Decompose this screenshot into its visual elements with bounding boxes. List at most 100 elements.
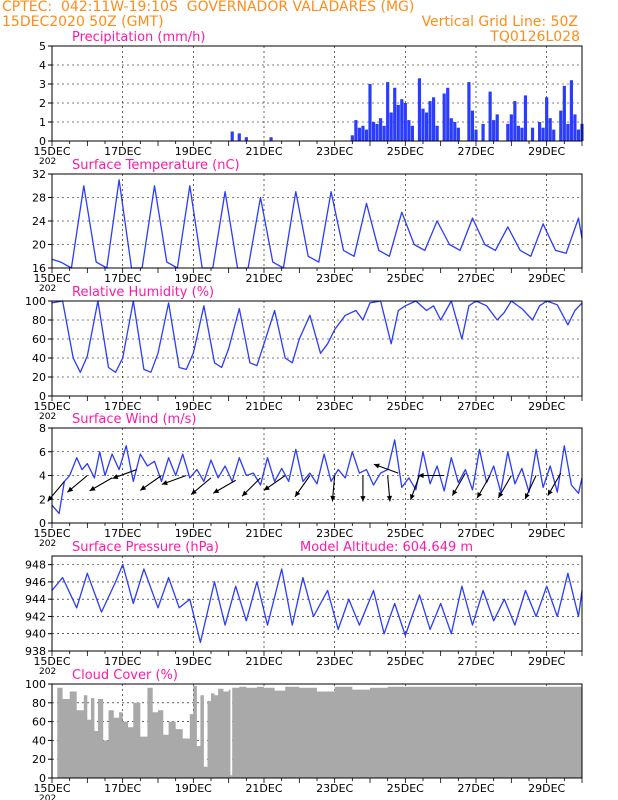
precip-bar — [552, 129, 556, 141]
wind-vector — [161, 474, 187, 485]
precip-bar — [446, 87, 450, 141]
wind-vector — [360, 475, 366, 502]
x-tick-label: 17DEC — [104, 272, 141, 285]
x-tick-label: 15DEC — [33, 655, 70, 668]
panel-title: Precipitation (mm/h) — [72, 30, 205, 45]
y-tick-label: 938 — [25, 645, 46, 658]
wind-vector-head — [263, 485, 270, 491]
run-date: 15DEC2020 50Z (GMT) — [2, 14, 164, 30]
x-tick-label: 27DEC — [457, 655, 494, 668]
wind-vector — [330, 475, 336, 502]
y-tick-label: 60 — [32, 716, 46, 729]
wind-vector-head — [373, 463, 380, 469]
wind-vector-head — [452, 489, 458, 496]
panel-title: Surface Wind (m/s) — [72, 412, 196, 427]
panel-pressure: 938 940 942 944 946 948 15DEC 17DEC 19DEC 21DEC 23… — [25, 540, 583, 677]
precip-bar — [548, 118, 552, 141]
y-tick-label: 940 — [25, 628, 46, 641]
y-tick-label: 2 — [39, 493, 46, 506]
precip-bar — [492, 120, 496, 141]
panel-temp: 16 20 24 28 32 15DEC 17DEC 19DEC 21DEC 23DEC 25DEC… — [32, 158, 583, 294]
y-tick-label: 40 — [32, 352, 46, 365]
wind-vector — [476, 475, 491, 499]
x-tick-label: 29DEC — [528, 782, 565, 795]
x-tick-label: 29DEC — [528, 272, 565, 285]
y-tick-label: 946 — [25, 576, 46, 589]
precip-bar — [488, 91, 492, 141]
precip-bar — [530, 127, 535, 141]
y-tick-label: 2 — [39, 97, 46, 110]
precip-bar — [435, 125, 439, 141]
wind-vector-head — [67, 486, 74, 493]
x-tick-label: 15DEC — [33, 272, 70, 285]
x-tick-label: 29DEC — [528, 145, 565, 158]
x-tick-label: 17DEC — [104, 527, 141, 540]
precip-bar — [509, 114, 513, 141]
panel-frame — [51, 45, 583, 142]
wind-vector — [294, 475, 311, 498]
x-tick-label: 17DEC — [104, 145, 141, 158]
precip-bar — [523, 95, 528, 141]
x-tick-label: 25DEC — [387, 782, 424, 795]
wind-vector — [263, 475, 286, 491]
precip-bar — [559, 110, 563, 141]
precip-bar — [361, 125, 365, 141]
x-tick-label: 27DEC — [457, 782, 494, 795]
wind-vector — [409, 475, 420, 501]
wind-vector-head — [547, 489, 553, 496]
precip-bar — [386, 82, 390, 141]
x-tick-label: 19DEC — [175, 655, 212, 668]
wind-vector-head — [524, 493, 530, 500]
y-tick-label: 16 — [32, 262, 46, 275]
wind-vector-head — [498, 492, 504, 499]
precip-bar — [520, 127, 524, 141]
x-tick-label: 27DEC — [457, 527, 494, 540]
y-tick-label: 40 — [32, 734, 46, 747]
y-tick-label: 3 — [39, 78, 46, 91]
wind-vector-head — [409, 493, 415, 500]
y-tick-label: 948 — [25, 559, 46, 572]
model-code: TQ0126L028 — [490, 29, 580, 45]
wind-vector — [373, 463, 399, 474]
y-tick-label: 28 — [32, 192, 46, 205]
precip-bar — [576, 129, 581, 141]
precip-bar — [516, 125, 520, 141]
wind-vector-head — [242, 490, 248, 497]
y-tick-label: 60 — [32, 333, 46, 346]
x-tick-label: 21DEC — [245, 527, 282, 540]
x-tick-label: 21DEC — [245, 655, 282, 668]
y-tick-label: 6 — [39, 446, 46, 459]
x-tick-label: 29DEC — [528, 400, 565, 413]
precip-bar — [481, 123, 485, 141]
precip-bar — [371, 122, 376, 141]
precip-bar — [456, 127, 460, 141]
precip-bar — [393, 87, 397, 141]
wind-vector-head — [386, 495, 393, 502]
precip-bar — [495, 114, 499, 141]
x-tick-label: 23DEC — [316, 400, 353, 413]
wind-series-line — [51, 439, 583, 515]
panel-title: Cloud Cover (%) — [72, 668, 178, 683]
precip-bar — [375, 123, 379, 141]
grid-line-note: Vertical Grid Line: 50Z — [421, 14, 578, 30]
precip-bar — [417, 78, 422, 141]
x-tick-label: 23DEC — [316, 527, 353, 540]
wind-vector-head — [161, 480, 168, 485]
x-tick-label: 21DEC — [245, 782, 282, 795]
y-tick-label: 20 — [32, 753, 46, 766]
precip-bar — [379, 118, 383, 141]
x-tick-label: 23DEC — [316, 145, 353, 158]
wind-vector — [47, 481, 65, 502]
x-tick-label: 27DEC — [457, 145, 494, 158]
panel-title: Relative Humidity (%) — [72, 285, 214, 300]
y-tick-label: 944 — [25, 593, 46, 606]
x-tick-label: 25DEC — [387, 655, 424, 668]
x-tick-label: 19DEC — [175, 527, 212, 540]
x-tick-label: 15DEC — [33, 145, 70, 158]
precip-bar — [442, 93, 446, 141]
x-tick-label: 17DEC — [104, 400, 141, 413]
precip-bar — [382, 125, 386, 141]
precip-bar — [403, 103, 407, 141]
y-tick-label: 80 — [32, 697, 46, 710]
